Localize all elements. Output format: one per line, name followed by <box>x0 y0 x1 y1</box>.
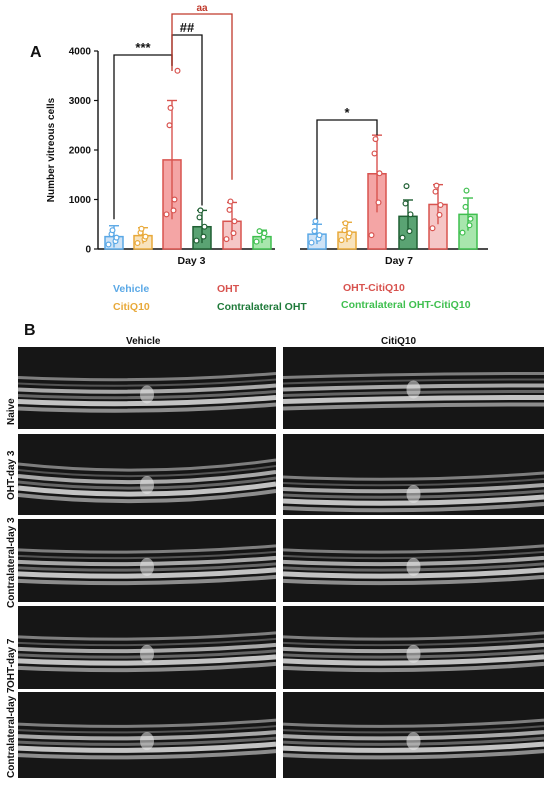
oct-image <box>283 692 544 778</box>
row-label-contralateral-day7: Contralateral-day 7 <box>6 687 17 778</box>
data-point <box>338 237 345 244</box>
data-point <box>226 206 233 213</box>
data-point <box>433 182 440 189</box>
data-point <box>466 222 473 229</box>
data-point <box>308 239 315 246</box>
data-point <box>432 188 439 195</box>
data-point <box>253 238 260 245</box>
oct-image <box>18 519 276 602</box>
data-point <box>227 198 234 205</box>
data-point <box>376 170 383 177</box>
oct-image <box>283 606 544 689</box>
y-tick-label: 0 <box>85 245 91 256</box>
group-label: Day 3 <box>177 255 205 267</box>
legend-oht: OHT <box>217 283 240 295</box>
data-point <box>403 183 410 190</box>
data-point <box>463 187 470 194</box>
row-label-oht-day7: OHT-day 7 <box>6 638 17 688</box>
data-point <box>200 233 207 240</box>
y-axis-label: Number vitreous cells <box>46 97 57 202</box>
data-point <box>342 220 349 227</box>
row-label-contralateral-day3: Contralateral-day 3 <box>6 517 17 608</box>
data-point <box>437 201 444 208</box>
legend-contralateral-oht: Contralateral OHT <box>217 301 307 313</box>
data-point <box>346 230 353 237</box>
data-point <box>311 228 318 235</box>
oct-image <box>18 347 276 429</box>
data-point <box>105 241 112 248</box>
legend-contralateral-oht-citiq10: Contralateral OHT-CitiQ10 <box>341 299 471 311</box>
y-tick-label: 2000 <box>69 146 92 157</box>
data-point <box>256 228 263 235</box>
y-tick-label: 4000 <box>69 47 92 58</box>
significance-label: *** <box>135 40 151 55</box>
group-label: Day 7 <box>385 255 413 267</box>
data-point <box>312 218 319 225</box>
data-point <box>462 203 469 210</box>
data-point <box>341 227 348 234</box>
data-point <box>467 215 474 222</box>
data-point <box>407 211 414 218</box>
oct-image <box>283 434 544 515</box>
data-point <box>459 229 466 236</box>
data-point <box>230 230 237 237</box>
data-point <box>375 199 382 206</box>
data-point <box>406 228 413 235</box>
chart-points <box>105 67 474 248</box>
significance-bracket <box>171 13 233 180</box>
data-point <box>142 233 149 240</box>
data-point <box>166 122 173 129</box>
data-point <box>138 225 145 232</box>
data-point <box>372 136 379 143</box>
y-tick-label: 3000 <box>69 96 92 107</box>
data-point <box>368 232 375 239</box>
chart-bars <box>104 99 478 250</box>
data-point <box>174 67 181 74</box>
oct-image <box>18 606 276 689</box>
data-point <box>201 223 208 230</box>
bar-chart: 0 1000 2000 3000 4000 Number vitreous cells Da… <box>46 3 488 267</box>
data-point <box>193 237 200 244</box>
data-point <box>316 232 323 239</box>
legend-citiq10: CitiQ10 <box>113 301 150 313</box>
data-point <box>113 234 120 241</box>
data-point <box>261 230 268 237</box>
chart-axes: 0 1000 2000 3000 4000 Number vitreous cells Da… <box>46 47 488 267</box>
data-point <box>163 211 170 218</box>
data-point <box>109 227 116 234</box>
data-point <box>399 234 406 241</box>
significance-bracket <box>316 119 378 220</box>
data-point <box>436 211 443 218</box>
data-point <box>170 207 177 214</box>
data-point <box>167 104 174 111</box>
data-point <box>197 207 204 214</box>
y-tick-label: 1000 <box>69 195 92 206</box>
col-title-vehicle: Vehicle <box>126 336 161 347</box>
row-label-oht-day3: OHT-day 3 <box>6 450 17 500</box>
data-point <box>134 240 141 247</box>
oct-image <box>283 519 544 602</box>
oct-image <box>18 434 276 515</box>
chart-annotations: *** ##aa * <box>113 3 378 220</box>
data-point <box>223 236 230 243</box>
significance-label: ## <box>180 20 195 35</box>
row-label-naive: Naive <box>6 398 17 425</box>
significance-label: * <box>344 105 350 120</box>
legend-vehicle: Vehicle <box>113 283 150 295</box>
data-point <box>231 218 238 225</box>
significance-label: aa <box>196 3 208 14</box>
col-title-citiq10: CitiQ10 <box>381 336 417 347</box>
panel-b-letter: B <box>24 322 36 339</box>
legend-oht-citiq10: OHT-CitiQ10 <box>343 282 405 294</box>
data-point <box>371 150 378 157</box>
data-point <box>196 214 203 221</box>
oct-image <box>283 347 544 429</box>
panel-a-letter: A <box>30 44 42 61</box>
data-point <box>429 225 436 232</box>
data-point <box>171 196 178 203</box>
data-point <box>402 200 409 207</box>
oct-image <box>18 692 276 778</box>
